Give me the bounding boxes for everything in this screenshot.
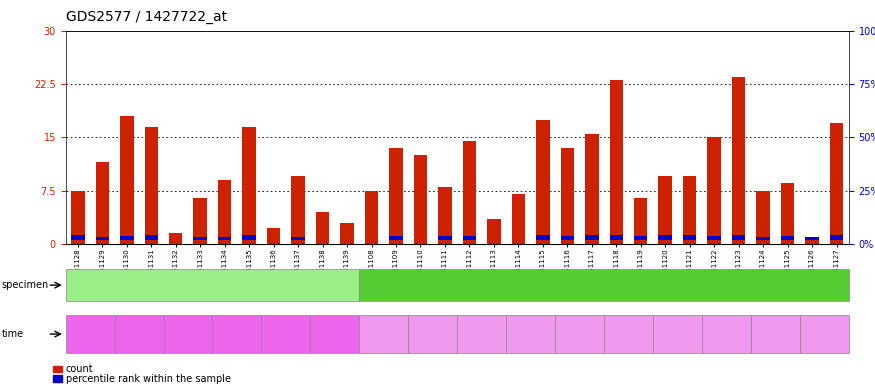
Text: 24 h: 24 h <box>668 329 688 339</box>
Bar <box>389 148 402 244</box>
Bar <box>512 194 525 244</box>
Text: 10.5 dpc: 10.5 dpc <box>74 331 106 337</box>
Bar <box>585 134 598 244</box>
Bar <box>438 236 452 240</box>
Bar <box>610 235 623 240</box>
Bar <box>193 237 207 240</box>
Text: 2 h: 2 h <box>474 329 489 339</box>
Bar <box>830 235 844 240</box>
Bar <box>95 162 109 244</box>
Bar <box>487 219 500 244</box>
Bar <box>756 190 770 244</box>
Bar <box>732 77 746 244</box>
Bar <box>610 81 623 244</box>
Bar <box>120 236 134 240</box>
Text: count: count <box>66 364 94 374</box>
Text: regenerating liver: regenerating liver <box>554 280 654 290</box>
Bar <box>463 141 476 244</box>
Bar <box>780 184 794 244</box>
Text: time: time <box>2 329 24 339</box>
Text: 48 h: 48 h <box>766 329 786 339</box>
Bar <box>756 237 770 240</box>
Bar <box>659 235 672 240</box>
Bar <box>634 236 648 240</box>
Text: 30 h: 30 h <box>717 329 737 339</box>
Bar <box>218 237 231 240</box>
Bar <box>536 235 550 240</box>
Bar <box>144 235 158 240</box>
Bar <box>707 137 721 244</box>
Bar <box>659 176 672 244</box>
Bar <box>561 236 574 240</box>
Bar <box>805 237 819 244</box>
Text: 12.5 dpc: 12.5 dpc <box>172 331 204 337</box>
Text: 13.5 dpc: 13.5 dpc <box>221 331 253 337</box>
Text: 18 h: 18 h <box>619 329 639 339</box>
Bar <box>585 235 598 240</box>
Text: 0 h: 0 h <box>376 329 391 339</box>
Text: developing liver: developing liver <box>168 280 257 290</box>
Bar <box>536 119 550 244</box>
Bar <box>634 198 648 244</box>
Text: 12 h: 12 h <box>570 329 590 339</box>
Text: 14.5 dpc: 14.5 dpc <box>270 331 302 337</box>
Bar <box>683 235 696 240</box>
Bar <box>683 176 696 244</box>
Bar <box>95 237 109 240</box>
Text: percentile rank within the sample: percentile rank within the sample <box>66 374 231 384</box>
Bar <box>365 190 378 244</box>
Text: 72 h: 72 h <box>815 329 834 339</box>
Bar <box>830 123 844 244</box>
Text: specimen: specimen <box>2 280 49 290</box>
Bar <box>71 235 85 240</box>
Text: 6 h: 6 h <box>523 329 538 339</box>
Bar <box>780 236 794 240</box>
Bar <box>242 235 256 240</box>
Bar <box>561 148 574 244</box>
Bar <box>707 236 721 240</box>
Bar <box>316 212 329 244</box>
Bar <box>120 116 134 244</box>
Text: 1 h: 1 h <box>425 329 440 339</box>
Text: 11.5 dpc: 11.5 dpc <box>123 331 155 337</box>
Bar <box>438 187 452 244</box>
Bar <box>193 198 207 244</box>
Bar <box>414 155 427 244</box>
Bar <box>242 127 256 244</box>
Bar <box>463 236 476 240</box>
Bar <box>169 233 183 244</box>
Bar <box>71 190 85 244</box>
Bar <box>389 236 402 240</box>
Bar <box>267 228 280 244</box>
Bar <box>291 237 304 240</box>
Bar <box>218 180 231 244</box>
Bar <box>291 176 304 244</box>
Text: 16.5 dpc: 16.5 dpc <box>319 331 351 337</box>
Bar <box>144 127 158 244</box>
Text: GDS2577 / 1427722_at: GDS2577 / 1427722_at <box>66 10 227 23</box>
Bar <box>340 223 354 244</box>
Bar <box>805 237 819 240</box>
Bar <box>732 235 746 240</box>
